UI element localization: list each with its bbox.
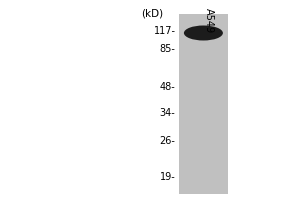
- Text: 85-: 85-: [160, 44, 176, 54]
- Text: (kD): (kD): [141, 9, 164, 19]
- Ellipse shape: [184, 25, 223, 40]
- Text: A549: A549: [203, 8, 214, 33]
- Text: 26-: 26-: [160, 136, 176, 146]
- Text: 34-: 34-: [160, 108, 176, 118]
- Bar: [178, 14, 228, 194]
- Text: 19-: 19-: [160, 172, 176, 182]
- Text: 117-: 117-: [154, 26, 175, 36]
- Text: 48-: 48-: [160, 82, 176, 92]
